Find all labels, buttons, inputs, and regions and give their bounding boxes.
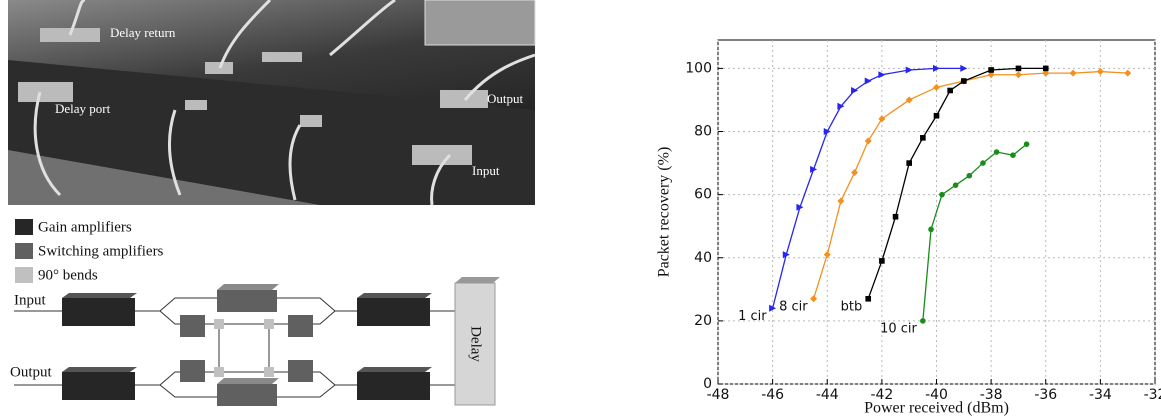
y-tick-label: 20 bbox=[694, 313, 712, 329]
legend-label: 90° bends bbox=[38, 267, 98, 283]
photo-label: Delay return bbox=[110, 25, 176, 40]
series-label: 10 cir bbox=[880, 321, 917, 336]
point bbox=[933, 83, 940, 91]
series-label: 1 cir bbox=[738, 309, 767, 324]
point bbox=[961, 78, 967, 84]
point bbox=[920, 318, 926, 324]
x-tick-label: -38 bbox=[980, 387, 1003, 403]
point bbox=[851, 86, 859, 94]
x-axis-label: Power received (dBm) bbox=[864, 400, 1009, 417]
point bbox=[952, 182, 959, 188]
point bbox=[1010, 152, 1016, 158]
output-label: Output bbox=[10, 364, 53, 380]
y-tick-label: 80 bbox=[694, 124, 712, 140]
photo-label: Output bbox=[487, 91, 524, 106]
legend-label: Gain amplifiers bbox=[38, 219, 132, 235]
point bbox=[1069, 69, 1077, 77]
point bbox=[988, 67, 994, 73]
point bbox=[966, 172, 973, 179]
point bbox=[1014, 71, 1022, 79]
series-label: btb bbox=[841, 299, 863, 314]
point bbox=[947, 87, 953, 94]
point bbox=[987, 71, 995, 79]
y-tick-label: 0 bbox=[703, 376, 712, 392]
x-tick-label: -48 bbox=[707, 387, 730, 403]
point bbox=[920, 135, 926, 141]
x-tick-label: -32 bbox=[1144, 387, 1161, 403]
x-tick-label: -34 bbox=[1089, 387, 1112, 403]
point bbox=[769, 304, 777, 312]
point bbox=[823, 251, 831, 259]
y-axis-label: Packet recovery (%) bbox=[656, 147, 673, 278]
point bbox=[939, 191, 945, 198]
point bbox=[865, 295, 872, 302]
legend-label: Switching amplifiers bbox=[38, 243, 164, 259]
photo-label: Delay port bbox=[55, 101, 111, 116]
point bbox=[905, 66, 913, 74]
point bbox=[1042, 69, 1050, 77]
point bbox=[864, 137, 872, 145]
x-tick-label: -44 bbox=[816, 387, 839, 403]
point bbox=[823, 128, 831, 136]
point bbox=[905, 96, 913, 104]
point bbox=[1015, 65, 1022, 72]
y-tick-label: 60 bbox=[694, 187, 712, 203]
point bbox=[892, 213, 899, 220]
point bbox=[837, 102, 845, 110]
x-tick-label: -36 bbox=[1034, 387, 1057, 403]
diagram: Gain amplifiers Switching amplifiers 90°… bbox=[10, 219, 500, 406]
photo-label: Input bbox=[472, 163, 500, 178]
point bbox=[993, 149, 1000, 155]
point bbox=[928, 226, 934, 233]
point bbox=[1023, 141, 1030, 147]
point bbox=[933, 112, 940, 119]
x-tick-label: -40 bbox=[925, 387, 948, 403]
point bbox=[1096, 68, 1104, 76]
amplifiers bbox=[62, 277, 500, 406]
point bbox=[878, 115, 886, 123]
point bbox=[960, 64, 968, 72]
point bbox=[810, 165, 818, 173]
x-tick-label: -46 bbox=[761, 387, 784, 403]
point bbox=[810, 295, 818, 303]
point bbox=[864, 77, 872, 85]
chip-photo: Delay return Delay port Output Input bbox=[8, 0, 536, 206]
point bbox=[837, 197, 845, 205]
point bbox=[878, 71, 886, 79]
point bbox=[879, 258, 885, 264]
y-tick-label: 100 bbox=[685, 60, 712, 76]
point bbox=[933, 64, 940, 72]
point bbox=[1042, 65, 1049, 72]
series-line bbox=[771, 67, 964, 309]
point bbox=[782, 251, 790, 259]
y-tick-label: 40 bbox=[694, 250, 712, 266]
point bbox=[851, 169, 859, 177]
point bbox=[980, 160, 986, 166]
x-tick-label: -42 bbox=[870, 387, 893, 403]
delay-label: Delay bbox=[468, 326, 484, 362]
point bbox=[906, 160, 912, 166]
series-label: 8 cir bbox=[779, 299, 808, 314]
input-label: Input bbox=[14, 292, 46, 308]
point bbox=[796, 203, 804, 211]
point bbox=[1124, 69, 1132, 77]
